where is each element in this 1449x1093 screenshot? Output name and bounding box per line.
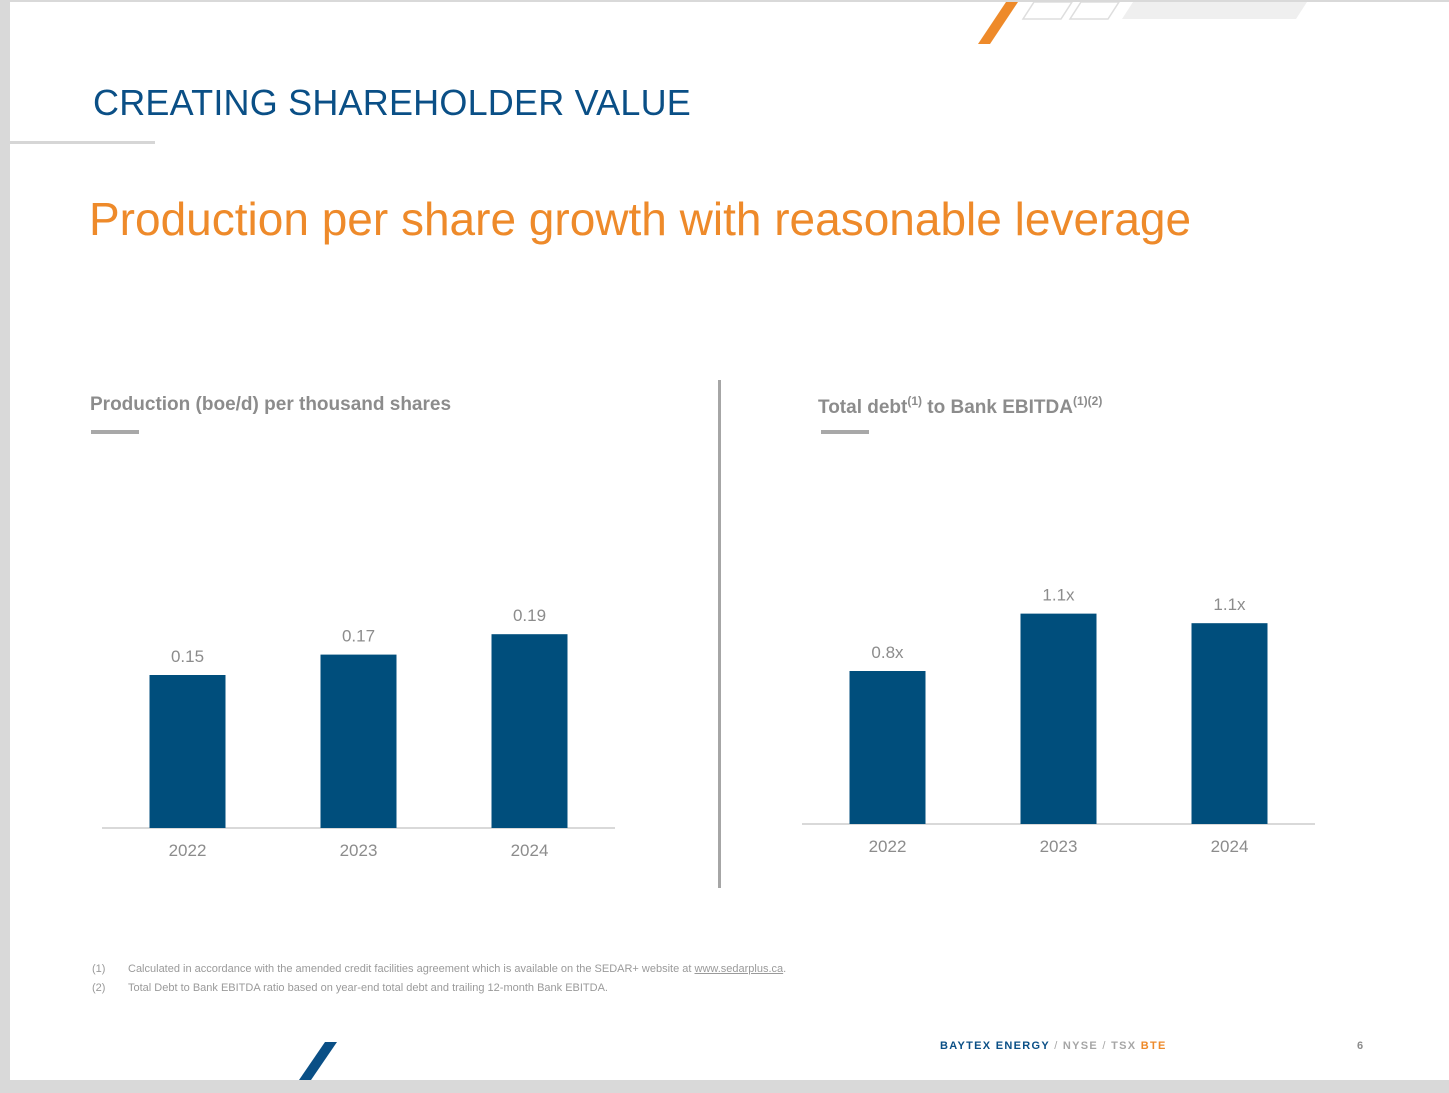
navy-slash-bottom <box>299 1042 337 1080</box>
panel-divider <box>718 380 721 888</box>
bar-2024 <box>1191 623 1268 824</box>
bar-2022 <box>149 675 226 828</box>
right-title-part2: to Bank EBITDA <box>922 397 1073 418</box>
slide: CREATING SHAREHOLDER VALUE Production pe… <box>10 2 1449 1080</box>
data-label-2024: 1.1x <box>1213 595 1246 614</box>
exchange-nyse: NYSE <box>1062 1040 1099 1052</box>
title-underline <box>10 141 155 144</box>
decorative-stripes <box>299 2 1307 1080</box>
data-label-2024: 0.19 <box>513 606 546 625</box>
company-name: BAYTEX ENERGY <box>940 1040 1050 1052</box>
footnote-1-text: Calculated in accordance with the amende… <box>128 963 695 975</box>
outline-stripe-2 <box>1068 2 1120 20</box>
debt-ebitda-chart: 0.8x 2022 1.1x 2023 1.1x 2024 <box>802 586 1315 856</box>
tick-label-2022: 2022 <box>169 841 207 860</box>
section-title: CREATING SHAREHOLDER VALUE <box>93 82 691 123</box>
orange-slash-top <box>978 2 1018 44</box>
footnote-2: (2) Total Debt to Bank EBITDA ratio based… <box>92 979 786 998</box>
footnote-1-num: (1) <box>92 963 106 975</box>
bar-2023 <box>1020 613 1097 824</box>
tick-label-2024: 2024 <box>511 841 549 860</box>
bar-2024 <box>491 634 568 828</box>
left-title-rule <box>91 430 139 434</box>
right-chart-title: Total debt(1) to Bank EBITDA(1)(2) <box>818 394 1102 419</box>
right-title-sup2: (1)(2) <box>1072 394 1103 408</box>
footnote-1-tail: . <box>783 963 787 975</box>
tick-label-2023: 2023 <box>340 841 378 860</box>
tick-label-2024: 2024 <box>1211 837 1249 856</box>
exchange-tsx: TSX <box>1111 1040 1137 1052</box>
tick-label-2023: 2023 <box>1040 837 1078 856</box>
ticker-symbol: BTE <box>1140 1040 1167 1052</box>
right-title-part1: Total debt <box>818 397 908 418</box>
data-label-2022: 0.15 <box>171 647 204 666</box>
outline-stripe-1 <box>1021 2 1073 20</box>
data-label-2022: 0.8x <box>871 643 904 662</box>
sedar-link[interactable]: www.sedarplus.ca <box>694 963 784 975</box>
right-title-sup1: (1) <box>907 394 923 408</box>
page-number: 6 <box>1357 1040 1364 1052</box>
left-chart-title: Production (boe/d) per thousand shares <box>90 394 452 415</box>
tick-label-2022: 2022 <box>869 837 907 856</box>
headline: Production per share growth with reasona… <box>89 193 1192 245</box>
footnote-1: (1) Calculated in accordance with the ame… <box>92 960 786 979</box>
footer-brand: BAYTEX ENERGY / NYSE / TSX BTE <box>940 1040 1167 1052</box>
footnote-2-num: (2) <box>92 982 106 994</box>
data-label-2023: 1.1x <box>1042 586 1075 605</box>
bar-2023 <box>320 654 397 828</box>
footer-separator-1: / <box>1054 1040 1059 1052</box>
right-title-rule <box>821 430 869 434</box>
footer-separator-2: / <box>1102 1040 1107 1052</box>
footnotes: (1) Calculated in accordance with the ame… <box>92 960 786 998</box>
production-chart: 0.15 2022 0.17 2023 0.19 2024 <box>102 606 615 860</box>
footnote-2-text: Total Debt to Bank EBITDA ratio based on… <box>128 982 608 994</box>
gray-stripe-top <box>1122 2 1307 19</box>
data-label-2023: 0.17 <box>342 627 375 646</box>
bar-2022 <box>849 671 926 824</box>
